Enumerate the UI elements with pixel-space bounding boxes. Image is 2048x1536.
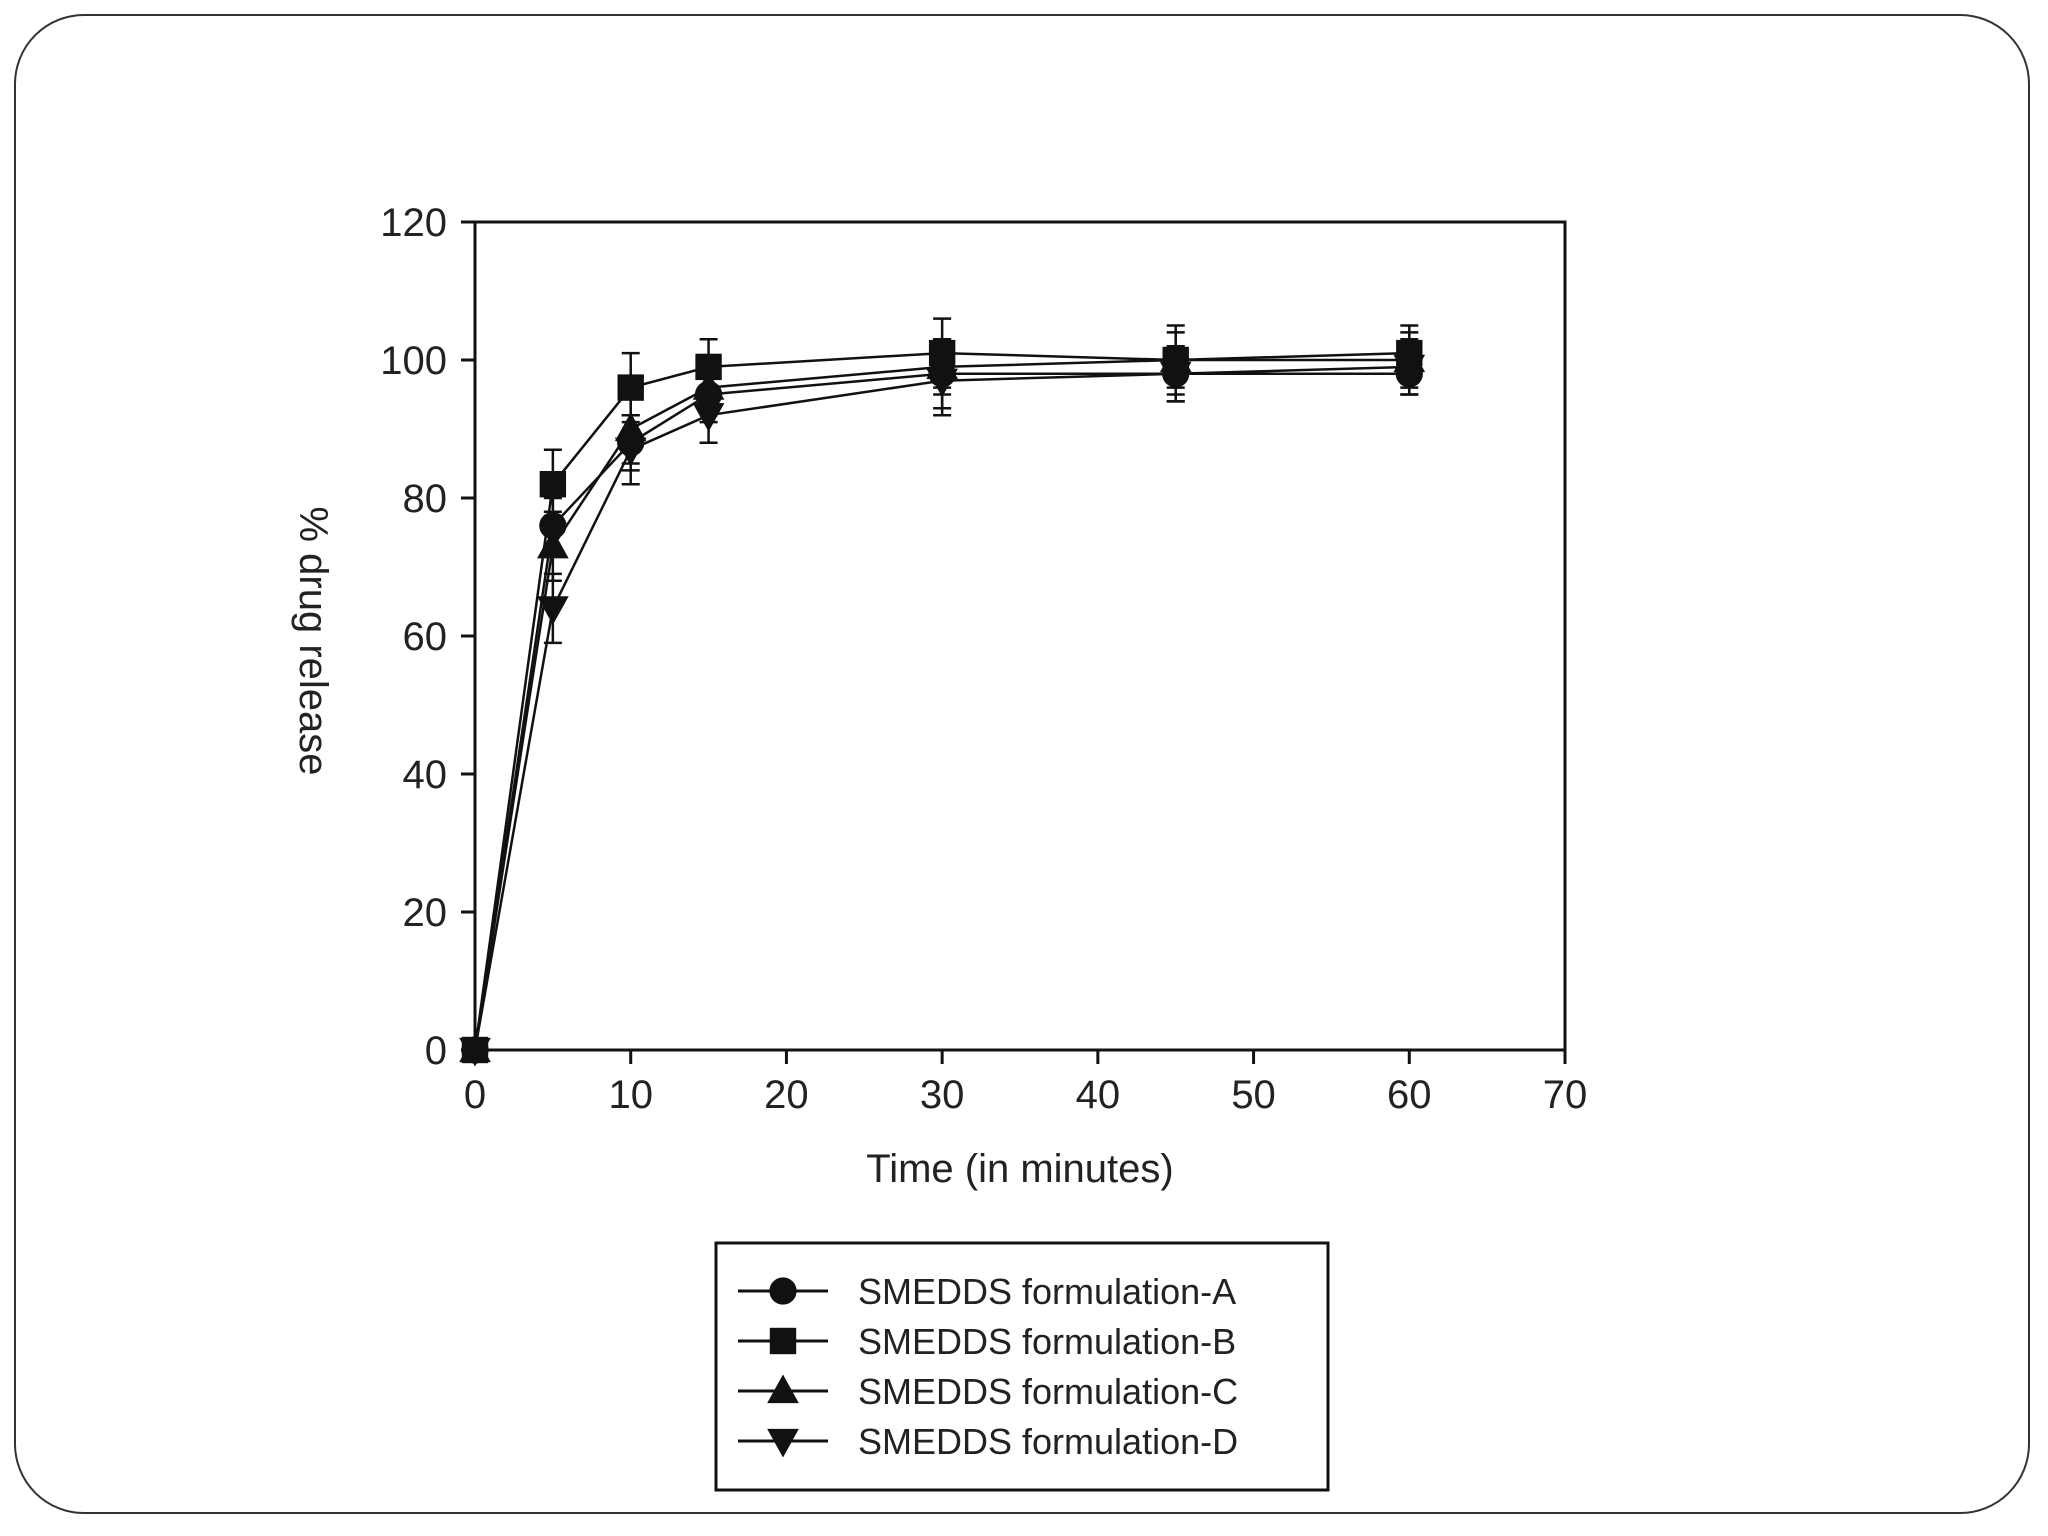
legend-label: SMEDDS formulation-D: [858, 1421, 1238, 1462]
y-tick-label: 0: [425, 1029, 447, 1073]
data-point: [926, 368, 958, 398]
legend-item: SMEDDS formulation-C: [738, 1371, 1238, 1412]
y-tick-label: 120: [380, 201, 447, 245]
data-point: [1393, 354, 1426, 384]
x-tick-label: 10: [608, 1073, 653, 1117]
x-axis-title: Time (in minutes): [866, 1147, 1173, 1191]
y-tick-label: 20: [403, 891, 448, 935]
legend-marker: [767, 1428, 799, 1458]
legend-marker: [767, 1374, 799, 1404]
legend-item: SMEDDS formulation-A: [738, 1271, 1236, 1312]
legend-label: SMEDDS formulation-C: [858, 1371, 1238, 1412]
series-line: [473, 365, 1410, 1051]
y-tick-label: 60: [403, 615, 448, 659]
legend-label: SMEDDS formulation-A: [858, 1271, 1236, 1312]
data-point: [614, 437, 647, 467]
x-tick-label: 50: [1231, 1073, 1276, 1117]
x-tick-label: 0: [464, 1073, 486, 1117]
series-layer: [459, 317, 1426, 1067]
x-tick-label: 40: [1076, 1073, 1121, 1117]
x-axis: 0 10 20 30 40 50 60 70: [464, 1050, 1587, 1117]
y-tick-label: 100: [380, 339, 447, 383]
data-point: [1159, 361, 1192, 391]
legend: SMEDDS formulation-A SMEDDS formulation-B…: [714, 1241, 1330, 1492]
legend-marker: [769, 1277, 797, 1305]
legend-item: SMEDDS formulation-B: [738, 1321, 1236, 1362]
x-tick-label: 70: [1543, 1073, 1588, 1117]
series-line: [473, 358, 1410, 1051]
x-tick-label: 60: [1387, 1073, 1432, 1117]
series-line: [473, 372, 1410, 1051]
y-axis: 0 20 40 60 80 100 120: [380, 201, 475, 1073]
series-3: [459, 331, 1426, 1063]
y-axis-title: % drug release: [291, 506, 335, 775]
data-point: [692, 403, 725, 432]
legend-label: SMEDDS formulation-B: [858, 1321, 1236, 1362]
series-4: [459, 338, 1426, 1067]
data-point: [459, 1037, 491, 1067]
y-tick-label: 40: [403, 753, 448, 797]
x-tick-label: 20: [764, 1073, 809, 1117]
series-1: [461, 338, 1423, 1064]
data-point: [537, 596, 569, 625]
x-tick-label: 30: [920, 1073, 965, 1117]
legend-item: SMEDDS formulation-D: [738, 1421, 1238, 1462]
legend-marker: [769, 1327, 797, 1355]
series-2: [461, 317, 1423, 1064]
legend-box: [714, 1241, 1330, 1492]
data-point: [537, 529, 569, 559]
y-tick-label: 80: [403, 477, 448, 521]
data-point: [539, 471, 567, 498]
data-point: [692, 371, 725, 400]
